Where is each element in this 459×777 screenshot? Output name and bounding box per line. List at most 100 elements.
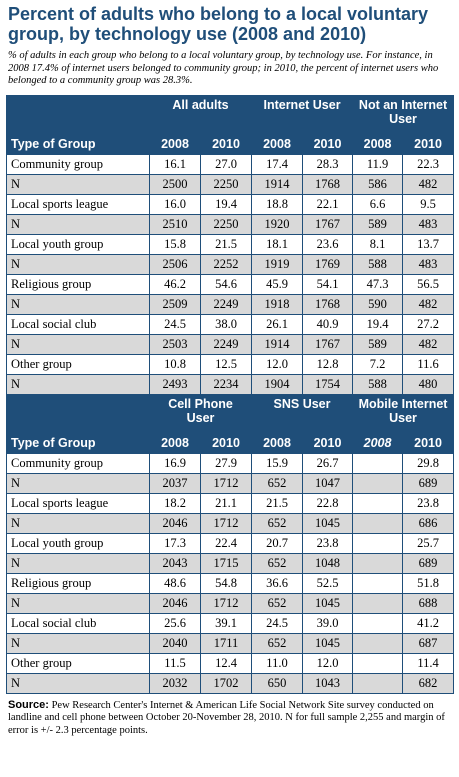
table-cell: 1045 [302, 632, 354, 654]
table-cell: 24.5 [149, 313, 201, 335]
year-header: 2008 [149, 432, 201, 454]
table-cell: 1767 [302, 333, 354, 355]
year-header: 2010 [402, 432, 455, 454]
row-label: N [6, 173, 150, 195]
sample-size-row: N 2503 2249 1914 1767 589 482 [6, 333, 455, 355]
table-cell: 1045 [302, 512, 354, 534]
table-cell: 41.2 [402, 612, 455, 634]
row-label: N [6, 333, 150, 355]
table-cell: 2252 [199, 253, 253, 275]
sample-size-row: N 2032 1702 650 1043 682 [6, 672, 455, 694]
row-label: Other group [6, 353, 150, 375]
group-header-row: All adults Internet User Not an Internet U… [6, 94, 455, 135]
table-cell: 1769 [302, 253, 354, 275]
table-cell [352, 652, 404, 674]
table-cell: 23.8 [302, 532, 354, 554]
row-label: Community group [6, 153, 150, 175]
group-header: SNS User [251, 393, 354, 434]
table-cell: 483 [402, 253, 455, 275]
table-cell: 11.0 [251, 652, 304, 674]
table-cell: 8.1 [352, 233, 404, 255]
table-cell: 1754 [302, 373, 354, 395]
table-cell: 18.1 [251, 233, 304, 255]
table-cell: 54.1 [302, 273, 354, 295]
table-cell [352, 572, 404, 594]
table-cell: 1914 [251, 173, 304, 195]
table-cell: 39.0 [302, 612, 354, 634]
group-header: Cell Phone User [148, 393, 253, 434]
sample-size-row: N 2506 2252 1919 1769 588 483 [6, 253, 455, 275]
chart-title: Percent of adults who belong to a local … [8, 4, 429, 44]
table-cell: 2500 [149, 173, 201, 195]
row-label: N [6, 472, 150, 494]
sample-size-row: N 2510 2250 1920 1767 589 483 [6, 213, 455, 235]
table-cell: 482 [402, 173, 455, 195]
table-cell: 28.3 [302, 153, 354, 175]
row-label: N [6, 592, 150, 614]
table-cell [352, 532, 404, 554]
year-header: 2010 [302, 432, 354, 454]
table-cell: 2506 [149, 253, 201, 275]
group-header: Internet User [251, 94, 354, 135]
table-cell: 1715 [199, 552, 253, 574]
table-cell: 12.0 [302, 652, 354, 674]
table-row: Local youth group 15.8 21.5 18.1 23.6 8.1 13.7 [6, 233, 455, 255]
table-cell [352, 592, 404, 614]
table-cell: 23.6 [302, 233, 354, 255]
table-cell: 21.5 [199, 233, 253, 255]
table-cell: 22.1 [302, 193, 354, 215]
table-cell: 11.5 [149, 652, 201, 674]
table-cell [352, 612, 404, 634]
table-cell: 22.4 [199, 532, 253, 554]
table-cell: 2250 [199, 173, 253, 195]
table-cell: 1914 [251, 333, 304, 355]
table-cell: 6.6 [352, 193, 404, 215]
table-cell: 48.6 [149, 572, 201, 594]
table-cell: 1767 [302, 213, 354, 235]
table-cell: 47.3 [352, 273, 404, 295]
table-cell: 2493 [149, 373, 201, 395]
row-header-label: Type of Group [6, 133, 150, 155]
table-cell: 590 [352, 293, 404, 315]
table-cell: 1712 [199, 592, 253, 614]
row-label: N [6, 293, 150, 315]
row-label: N [6, 213, 150, 235]
row-label: N [6, 373, 150, 395]
table-cell: 9.5 [402, 193, 455, 215]
table-cell: 15.9 [251, 452, 304, 474]
table-cell: 1711 [199, 632, 253, 654]
table-cell: 689 [402, 472, 455, 494]
table-row: Local sports league 16.0 19.4 18.8 22.1 6.6 9.… [6, 193, 455, 215]
table-cell: 689 [402, 552, 455, 574]
table-cell [352, 492, 404, 514]
chart-subtitle: % of adults in each group who belong to … [8, 50, 439, 86]
year-header: 2010 [199, 432, 253, 454]
table-cell: 2032 [149, 672, 201, 694]
table-cell: 1712 [199, 472, 253, 494]
table-cell: 588 [352, 253, 404, 275]
data-table: All adults Internet User Not an Internet U… [6, 94, 455, 694]
table-cell: 27.9 [199, 452, 253, 474]
table-cell: 54.8 [199, 572, 253, 594]
year-header-row: Type of Group 2008 2010 2008 2010 2008 2010 [6, 432, 455, 454]
table-row: Community group 16.1 27.0 17.4 28.3 11.9 22.3 [6, 153, 455, 175]
row-label: N [6, 672, 150, 694]
row-label: Local sports league [6, 193, 150, 215]
table-cell: 23.8 [402, 492, 455, 514]
row-header-label: Type of Group [6, 432, 150, 454]
table-cell [352, 472, 404, 494]
sample-size-row: N 2046 1712 652 1045 688 [6, 592, 455, 614]
table-cell: 1043 [302, 672, 354, 694]
table-cell: 1919 [251, 253, 304, 275]
table-cell: 16.9 [149, 452, 201, 474]
sample-size-row: N 2046 1712 652 1045 686 [6, 512, 455, 534]
table-cell: 2043 [149, 552, 201, 574]
table-row: Local social club 24.5 38.0 26.1 40.9 19.4 27.… [6, 313, 455, 335]
year-header: 2008 [352, 133, 404, 155]
source-text: Pew Research Center's Internet & America… [8, 699, 445, 736]
table-cell: 682 [402, 672, 455, 694]
table-row: Other group 11.5 12.4 11.0 12.0 11.4 [6, 652, 455, 674]
table-cell [352, 552, 404, 574]
table-cell: 51.8 [402, 572, 455, 594]
table-row: Local sports league 18.2 21.1 21.5 22.8 23.8 [6, 492, 455, 514]
